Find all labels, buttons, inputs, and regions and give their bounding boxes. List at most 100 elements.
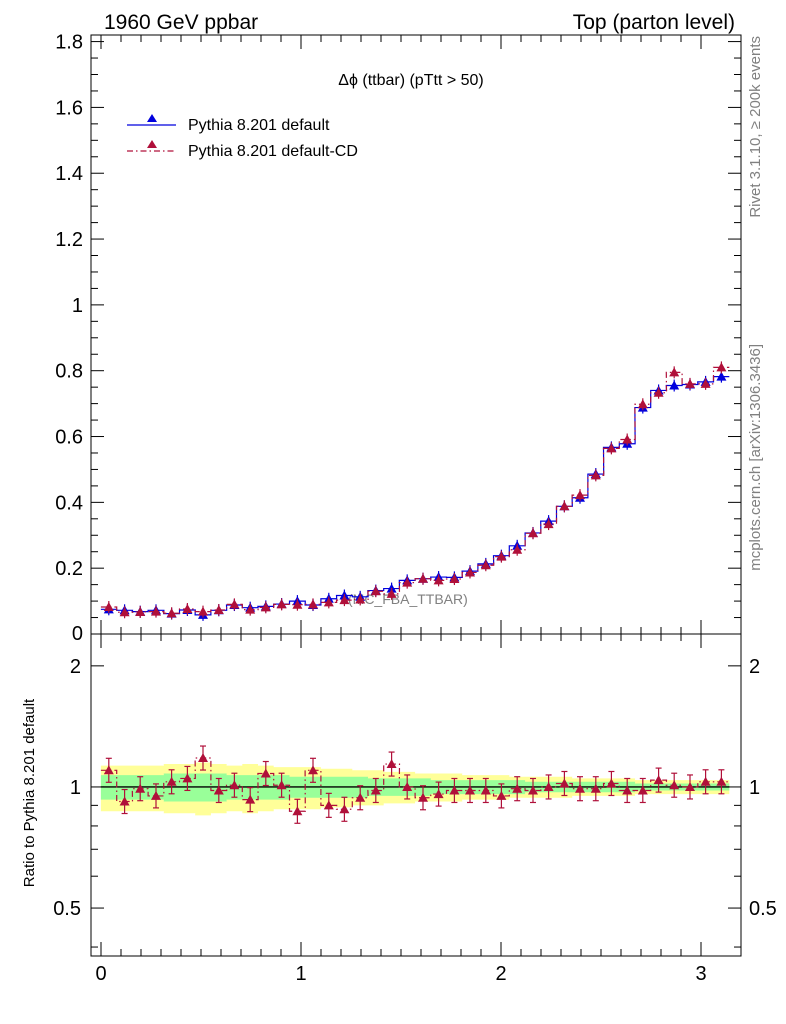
- y-tick-label: 0.4: [55, 492, 83, 514]
- x-tick-label: 0: [95, 963, 106, 985]
- default-cd-point: [308, 599, 318, 609]
- default-cd-point: [543, 519, 554, 529]
- default-cd-point: [198, 606, 208, 616]
- ratio-point: [465, 785, 475, 795]
- ratio-y-tick-label-right: 1: [749, 777, 760, 799]
- ratio-point: [339, 804, 350, 814]
- legend-label-default: Pythia 8.201 default: [188, 117, 330, 134]
- default-cd-point: [480, 560, 491, 570]
- default-cd-point: [418, 573, 428, 583]
- ratio-point: [135, 783, 146, 793]
- ratio-point: [198, 753, 208, 763]
- default-cd-point: [386, 588, 397, 598]
- y-tick-label: 1.6: [55, 97, 83, 119]
- main-plot-area: [100, 361, 730, 621]
- ratio-panel: 0.5 0.5 1 1 2 2 0 1 2 3 Ratio to Pythia 8.201 def…: [21, 633, 777, 985]
- default-cd-point: [465, 567, 475, 577]
- y-tick-label: 0.2: [55, 558, 83, 580]
- ratio-point: [606, 778, 617, 788]
- main-y-axis: 0.2 0.4 0.6 0.8 1 1.2 1.4 1.6 1.8 0: [55, 32, 741, 645]
- default-cd-point: [213, 604, 224, 614]
- y-tick-label: 1.4: [55, 163, 83, 185]
- ratio-point: [402, 781, 413, 791]
- ratio-point: [685, 781, 695, 791]
- default-cd-point: [229, 599, 240, 609]
- ratio-plot-area: [100, 745, 730, 824]
- mcplots-credit-label: mcplots.cern.ch [arXiv:1306.3436]: [747, 344, 764, 571]
- ratio-point: [528, 785, 538, 795]
- ratio-point: [213, 785, 224, 795]
- ratio-point: [653, 775, 664, 785]
- x-tick-label: 3: [695, 963, 706, 985]
- ratio-point: [512, 783, 523, 793]
- y-tick-label: 0.8: [55, 361, 83, 383]
- y-tick-label: 1: [72, 295, 83, 317]
- default-cd-point: [276, 599, 287, 609]
- default-cd-series: [100, 361, 730, 620]
- analysis-watermark: (MC_FBA_TTBAR): [348, 591, 468, 607]
- ratio-point: [370, 785, 381, 795]
- default-cd-point: [512, 544, 523, 554]
- ratio-point: [260, 768, 271, 778]
- ratio-point: [103, 765, 114, 775]
- ratio-point: [543, 781, 554, 791]
- ratio-point: [245, 794, 256, 804]
- ratio-point: [559, 778, 570, 788]
- ratio-point: [496, 790, 507, 800]
- default-cd-point: [119, 607, 130, 617]
- default-cd-point: [292, 599, 303, 609]
- y-tick-label: 1.8: [55, 32, 83, 54]
- ratio-axes: 0.5 0.5 1 1 2 2 0 1 2 3: [53, 634, 777, 985]
- ratio-y-tick-label: 1: [70, 777, 81, 799]
- ratio-point: [480, 785, 491, 795]
- ratio-y-tick-label: 0.5: [53, 898, 81, 920]
- default-cd-point: [622, 434, 633, 444]
- default-cd-point: [700, 378, 711, 388]
- default-cd-line: [100, 366, 730, 614]
- ratio-point: [637, 785, 648, 795]
- default-cd-point: [449, 574, 460, 584]
- rivet-version-label: Rivet 3.1.10, ≥ 200k events: [747, 36, 764, 218]
- ratio-point: [669, 780, 680, 790]
- ratio-point: [386, 759, 397, 769]
- default-cd-point: [590, 470, 601, 480]
- ratio-point: [418, 792, 428, 802]
- ratio-plot-frame: [90, 633, 742, 957]
- default-cd-point: [575, 490, 585, 500]
- default-cd-point: [528, 528, 538, 538]
- ratio-point: [292, 806, 303, 816]
- ratio-point: [182, 773, 193, 783]
- energy-label: 1960 GeV ppbar: [104, 11, 258, 34]
- ratio-y-axis-label: Ratio to Pythia 8.201 default: [21, 698, 38, 887]
- ratio-point: [575, 783, 585, 793]
- x-tick-label: 2: [495, 963, 506, 985]
- default-cd-point: [637, 399, 648, 409]
- default-cd-point: [166, 608, 177, 618]
- ratio-point: [276, 780, 287, 790]
- default-cd-point: [606, 443, 617, 453]
- default-cd-point: [370, 586, 381, 596]
- ratio-point: [700, 776, 711, 786]
- default-cd-point: [355, 594, 366, 604]
- default-cd-point: [103, 602, 114, 612]
- legend-marker-cd: [147, 140, 157, 148]
- default-cd-point: [685, 378, 695, 388]
- ratio-point: [151, 790, 161, 800]
- default-point: [716, 371, 727, 381]
- default-cd-point: [182, 603, 193, 613]
- y-tick-label: 0: [72, 623, 83, 645]
- default-cd-point: [323, 597, 334, 607]
- default-cd-point: [433, 575, 444, 585]
- ratio-point: [229, 780, 240, 790]
- ratio-point: [622, 785, 633, 795]
- default-point: [669, 380, 680, 390]
- ratio-point: [355, 792, 366, 802]
- ratio-y-tick-label-right: 2: [749, 656, 760, 678]
- ratio-point: [449, 785, 460, 795]
- y-tick-label: 1.2: [55, 229, 83, 251]
- default-cd-point: [559, 501, 570, 511]
- legend-label-cd: Pythia 8.201 default-CD: [188, 143, 358, 160]
- ratio-point: [590, 783, 601, 793]
- ratio-point: [433, 789, 444, 799]
